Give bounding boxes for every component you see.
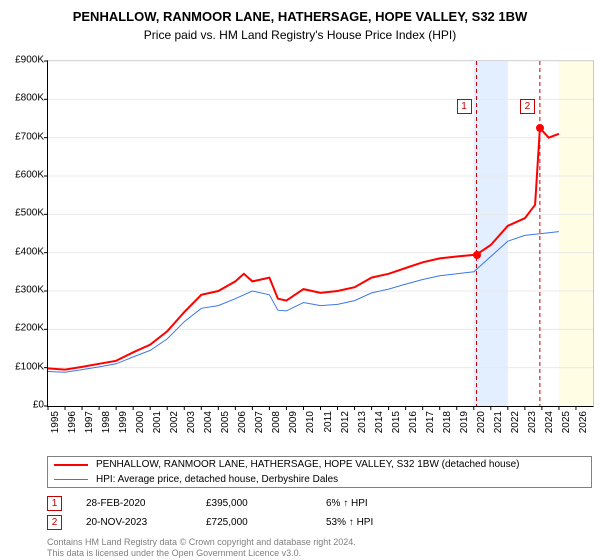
sale-date-1: 28-FEB-2020	[86, 498, 206, 509]
x-tick-label: 2019	[459, 411, 470, 433]
chart-subtitle: Price paid vs. HM Land Registry's House …	[0, 26, 600, 42]
chart-title: PENHALLOW, RANMOOR LANE, HATHERSAGE, HOP…	[0, 0, 600, 26]
y-tick-label: £700K	[4, 131, 44, 142]
sale-price-1: £395,000	[206, 498, 326, 509]
sale-dot-2	[536, 124, 544, 132]
x-tick-label: 1995	[50, 411, 61, 433]
x-tick-label: 2003	[186, 411, 197, 433]
x-tick-label: 2009	[288, 411, 299, 433]
sale-dot-1	[473, 251, 481, 259]
x-tick-label: 2014	[374, 411, 385, 433]
legend: PENHALLOW, RANMOOR LANE, HATHERSAGE, HOP…	[47, 456, 592, 488]
legend-swatch-blue	[54, 479, 88, 480]
sale-price-2: £725,000	[206, 517, 326, 528]
legend-label-blue: HPI: Average price, detached house, Derb…	[96, 474, 338, 485]
sales-row-1: 1 28-FEB-2020 £395,000 6% ↑ HPI	[47, 494, 446, 513]
legend-label-red: PENHALLOW, RANMOOR LANE, HATHERSAGE, HOP…	[96, 459, 520, 470]
x-tick-label: 2016	[408, 411, 419, 433]
x-tick-label: 2004	[203, 411, 214, 433]
y-tick-label: £600K	[4, 170, 44, 181]
x-tick-label: 2000	[135, 411, 146, 433]
x-tick-label: 2006	[237, 411, 248, 433]
x-tick-label: 2015	[391, 411, 402, 433]
sale-date-2: 20-NOV-2023	[86, 517, 206, 528]
footer-line-1: Contains HM Land Registry data © Crown c…	[47, 537, 356, 548]
x-tick-label: 2025	[561, 411, 572, 433]
x-tick-label: 2020	[476, 411, 487, 433]
x-tick-label: 2008	[271, 411, 282, 433]
sale-marker-1: 1	[47, 496, 62, 511]
x-tick-label: 1996	[67, 411, 78, 433]
sale-marker-2: 2	[47, 515, 62, 530]
y-tick-label: £800K	[4, 93, 44, 104]
y-tick-label: £300K	[4, 285, 44, 296]
y-tick-label: £400K	[4, 246, 44, 257]
x-tick-label: 2013	[357, 411, 368, 433]
chart-marker-2: 2	[520, 99, 535, 114]
x-tick-label: 2012	[340, 411, 351, 433]
x-tick-label: 2002	[169, 411, 180, 433]
chart-marker-1: 1	[457, 99, 472, 114]
x-tick-label: 1999	[118, 411, 129, 433]
footer-line-2: This data is licensed under the Open Gov…	[47, 548, 356, 559]
x-tick-label: 2018	[442, 411, 453, 433]
legend-swatch-red	[54, 464, 88, 466]
x-tick-label: 2005	[220, 411, 231, 433]
y-tick-label: £100K	[4, 361, 44, 372]
x-tick-label: 1998	[101, 411, 112, 433]
y-tick-label: £900K	[4, 55, 44, 66]
sale-pct-1: 6% ↑ HPI	[326, 498, 446, 509]
chart-svg	[48, 61, 593, 406]
legend-row-blue: HPI: Average price, detached house, Derb…	[48, 472, 591, 487]
x-tick-label: 2021	[493, 411, 504, 433]
x-tick-label: 2001	[152, 411, 163, 433]
x-tick-label: 1997	[84, 411, 95, 433]
x-tick-label: 2017	[425, 411, 436, 433]
footer: Contains HM Land Registry data © Crown c…	[47, 537, 356, 560]
x-tick-label: 2024	[544, 411, 555, 433]
legend-row-red: PENHALLOW, RANMOOR LANE, HATHERSAGE, HOP…	[48, 457, 591, 472]
x-tick-label: 2007	[254, 411, 265, 433]
plot-area: 12	[47, 60, 594, 407]
x-tick-label: 2022	[510, 411, 521, 433]
x-tick-label: 2010	[305, 411, 316, 433]
x-tick-label: 2023	[527, 411, 538, 433]
y-tick-label: £200K	[4, 323, 44, 334]
sales-row-2: 2 20-NOV-2023 £725,000 53% ↑ HPI	[47, 513, 446, 532]
y-tick-label: £0	[4, 400, 44, 411]
y-tick-label: £500K	[4, 208, 44, 219]
x-tick-label: 2011	[323, 411, 334, 433]
x-tick-label: 2026	[578, 411, 589, 433]
sale-pct-2: 53% ↑ HPI	[326, 517, 446, 528]
sales-table: 1 28-FEB-2020 £395,000 6% ↑ HPI 2 20-NOV…	[47, 494, 446, 532]
